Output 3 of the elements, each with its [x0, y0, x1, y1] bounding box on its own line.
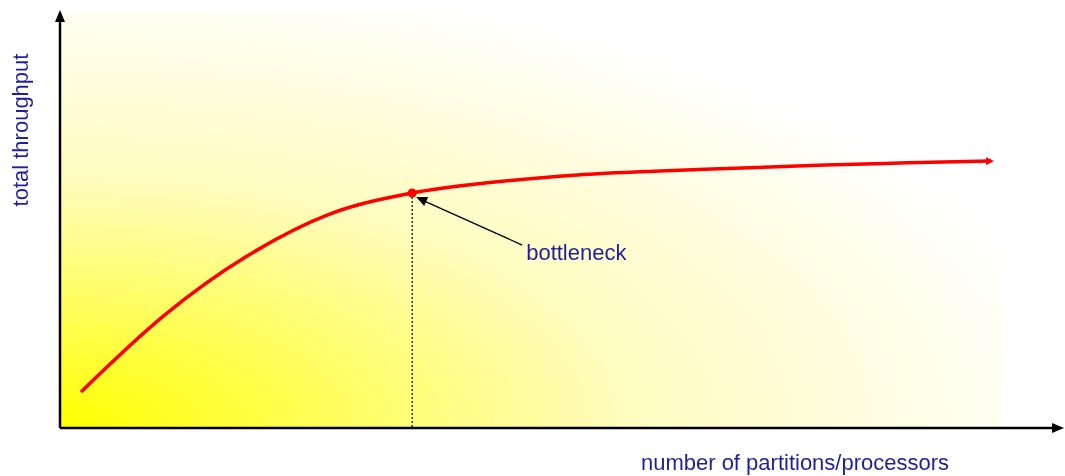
- x-axis-title: number of partitions/processors: [640, 450, 950, 475]
- annotation: bottleneck: [526, 240, 628, 266]
- y-axis-title: total throughput: [8, 53, 33, 207]
